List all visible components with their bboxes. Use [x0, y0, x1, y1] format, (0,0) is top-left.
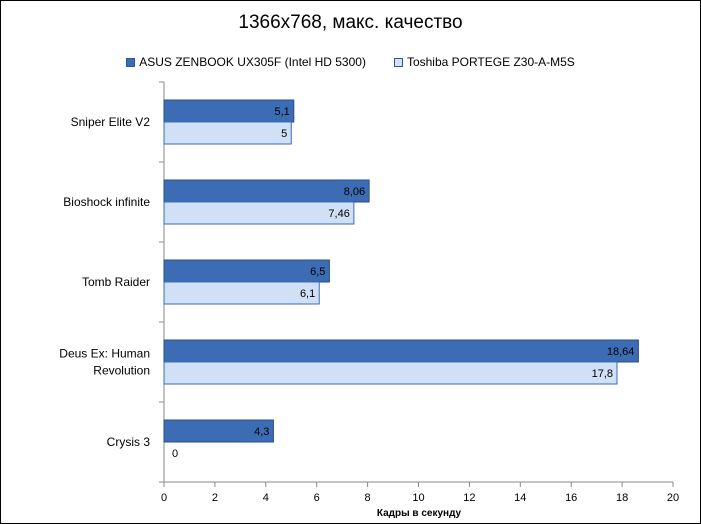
x-tick-label: 8 [365, 492, 371, 504]
category-label: Sniper Elite V2 [71, 115, 151, 129]
bar-series-2 [163, 201, 355, 225]
data-label-series-1: 8,06 [344, 186, 365, 198]
x-tick-label: 16 [565, 492, 577, 504]
chart-title: 1366x768, макс. качество [238, 12, 463, 33]
bar-series-1 [163, 419, 274, 443]
data-label-series-1: 4,3 [254, 426, 269, 438]
x-tick-label: 2 [212, 492, 218, 504]
data-label-series-1: 18,64 [607, 346, 635, 358]
data-label-series-2: 0 [172, 448, 178, 460]
x-axis-label: Кадры в секунду [376, 508, 462, 519]
bar-series-1 [163, 339, 639, 363]
category-label: Crysis 3 [107, 435, 151, 449]
x-tick-label: 18 [616, 492, 628, 504]
x-tick-label: 14 [514, 492, 526, 504]
category-label: Tomb Raider [82, 275, 150, 289]
x-tick-label: 0 [161, 492, 167, 504]
category-label: Deus Ex: Human [59, 347, 150, 361]
bar-series-1 [163, 259, 330, 283]
x-tick-label: 12 [463, 492, 475, 504]
x-tick-label: 6 [314, 492, 320, 504]
data-label-series-1: 6,5 [310, 266, 325, 278]
legend-swatch-series-1 [126, 57, 136, 67]
legend-swatch-series-2 [393, 57, 403, 67]
bar-series-2 [163, 361, 618, 385]
legend: ASUS ZENBOOK UX305F (Intel HD 5300) Tosh… [0, 55, 701, 69]
x-tick-label: 20 [667, 492, 679, 504]
data-label-series-1: 5,1 [274, 106, 289, 118]
legend-label-series-2: Toshiba PORTEGE Z30-A-M5S [406, 55, 575, 69]
category-label: Bioshock infinite [63, 195, 150, 209]
x-tick-label: 10 [412, 492, 424, 504]
x-tick-label: 4 [263, 492, 269, 504]
data-label-series-2: 17,8 [592, 368, 613, 380]
data-label-series-2: 5 [281, 128, 287, 140]
legend-label-series-1: ASUS ZENBOOK UX305F (Intel HD 5300) [139, 55, 366, 69]
bar-series-1 [163, 179, 370, 203]
legend-item-series-2: Toshiba PORTEGE Z30-A-M5S [393, 55, 575, 69]
category-label: Revolution [93, 364, 150, 378]
data-label-series-2: 6,1 [300, 288, 315, 300]
legend-item-series-1: ASUS ZENBOOK UX305F (Intel HD 5300) [126, 55, 366, 69]
bar-series-2 [163, 281, 320, 305]
bar-series-2 [163, 121, 292, 145]
data-label-series-2: 7,46 [328, 208, 349, 220]
